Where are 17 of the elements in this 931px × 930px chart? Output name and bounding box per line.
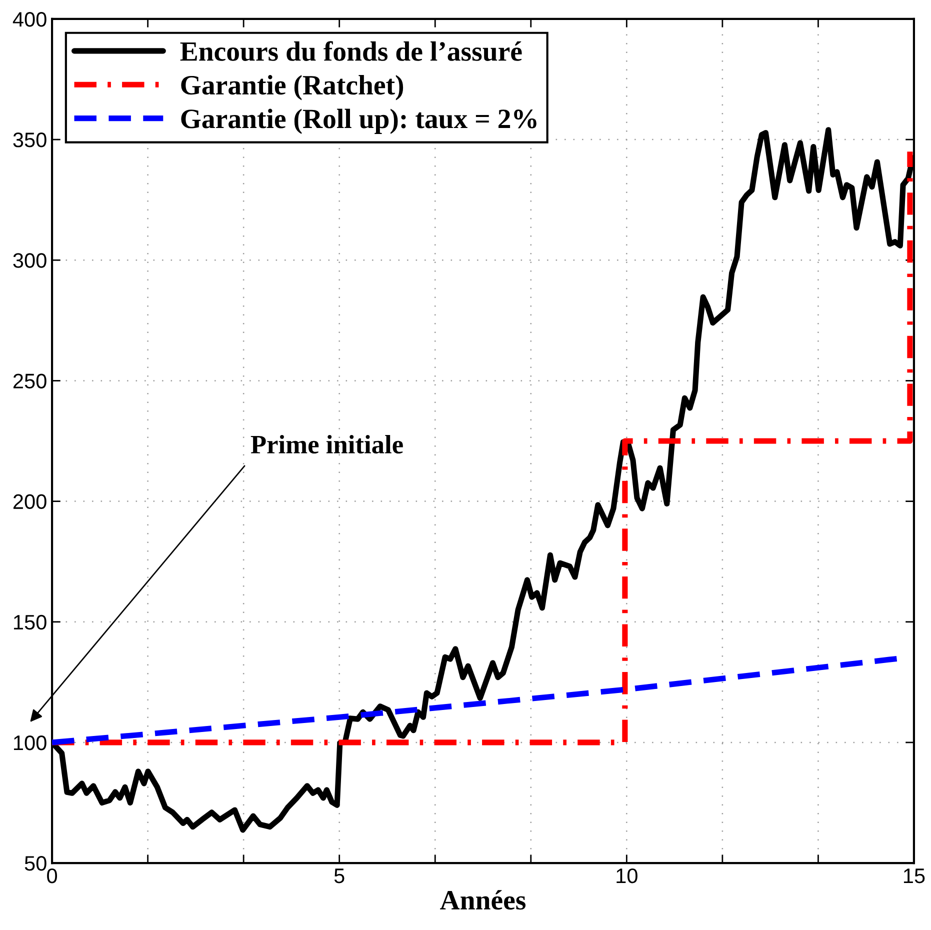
y-tick-label: 100 [14,735,46,750]
legend-label: Encours du fonds de l’assuré [180,41,522,61]
y-tick-label: 250 [13,374,46,388]
y-tick-label: 200 [13,494,46,510]
y-tick-label: 350 [13,132,46,148]
x-tick-label: 5 [334,868,344,884]
legend-label: Garantie (Roll up): taux = 2% [181,108,536,134]
x-tick-label: 0 [47,868,58,884]
legend-label: Garantie (Ratchet) [181,75,404,100]
y-tick-label: 50 [24,856,46,871]
x-tick-label: 15 [904,868,925,884]
x-tick-label: 10 [616,868,638,884]
y-tick-label: 300 [13,253,46,268]
x-axis-title: Années [440,890,526,910]
annotation: Prime initiale [250,434,403,454]
y-tick-label: 150 [14,614,46,630]
y-tick-label: 400 [12,12,46,27]
